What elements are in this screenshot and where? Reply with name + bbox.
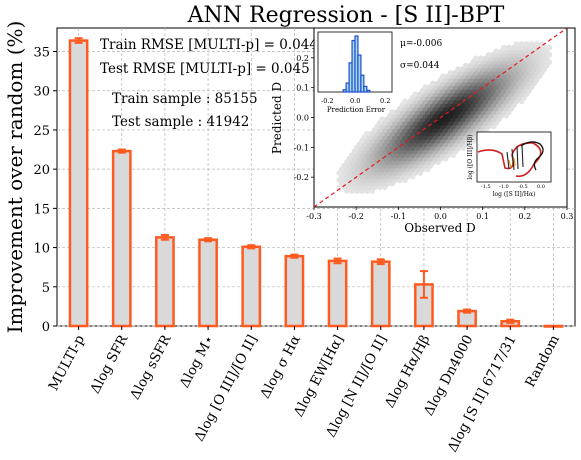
inset-scatter-plot: -0.3 -0.2 -0.1 0.0 0.1 0.2 0.3 -0.2 -0.1 0.0 0.1 0… (270, 27, 573, 235)
train-sample-annotation: Train sample : 85155 (112, 91, 258, 107)
inset-x-tick-label: 0.3 (561, 212, 574, 221)
density-hexbin (478, 55, 484, 62)
histogram-bar (357, 54, 362, 93)
y-tick-label: 5 (42, 281, 50, 296)
inset-x-tick-label: 0.2 (518, 212, 531, 221)
density-hexbin (523, 41, 530, 48)
density-hexbin (402, 98, 408, 105)
bar (68, 39, 89, 328)
bpt-model-loop (520, 141, 544, 171)
y-axis-label: Improvement over random (%) (3, 21, 27, 334)
density-hexbin (379, 116, 386, 123)
bpt-demarcation-curve (477, 142, 542, 178)
inset-x-ticks: -0.3 -0.2 -0.1 0.0 0.1 0.2 0.3 (306, 207, 573, 221)
density-hexbin (493, 48, 500, 55)
density-hexbin (533, 41, 540, 48)
x-tick-label: Random (522, 332, 563, 390)
density-hexbin (412, 91, 419, 98)
density-hexbin (430, 80, 436, 87)
y-axis-ticks: 0 5 10 15 20 25 30 35 (33, 46, 57, 335)
test-rmse-annotation: Test RMSE [MULTI-p] = 0.045 (100, 61, 310, 77)
bar (241, 245, 262, 328)
density-hexbin (528, 41, 535, 48)
chart-title: ANN Regression - [S II]-BPT (187, 3, 505, 28)
y-tick-label: 30 (33, 85, 50, 100)
bpt-tick-d: 0.0 (537, 184, 545, 190)
density-hexbin (473, 55, 479, 62)
hist-tick-neg: -0.2 (321, 97, 334, 105)
density-hexbin (422, 84, 429, 90)
bpt-y-label: log ([O III]/Hβ) (467, 134, 474, 179)
y-tick-label: 25 (33, 124, 50, 139)
density-hexbin (485, 51, 492, 58)
density-hexbin (364, 130, 371, 137)
x-tick-label: Δlog M⋆ (177, 332, 218, 390)
density-hexbin (389, 109, 396, 116)
bpt-tick-b: -1.0 (499, 184, 509, 190)
one-to-one-line (314, 28, 567, 207)
density-hexbin (455, 66, 462, 73)
inset-y-tick-label: 0.1 (296, 84, 309, 93)
histogram-bar (360, 74, 365, 93)
x-tick-label: Δlog Hα/Hβ (382, 332, 434, 410)
inset-y-ticks: -0.2 -0.1 0.0 0.1 0.2 (294, 54, 314, 182)
sigma-label: σ=0.044 (400, 61, 440, 71)
bar (198, 238, 218, 328)
inset-x-tick-label: -0.1 (391, 212, 406, 221)
mu-label: μ=-0.006 (400, 39, 442, 49)
hist-tick-pos: 0.2 (380, 97, 390, 105)
inset-y-tick-label: 0.0 (296, 114, 309, 123)
inset-x-tick-label: 0.1 (476, 212, 489, 221)
x-tick-label: Δlog σ Hα (257, 332, 304, 401)
y-tick-label: 20 (33, 163, 50, 178)
inset-x-tick-label: -0.2 (348, 212, 363, 221)
hist-tick-zero: 0.0 (350, 97, 360, 105)
bar (155, 236, 175, 328)
inset-y-tick-label: -0.1 (294, 143, 309, 152)
inset-histogram: -0.2 0.0 0.2 Prediction Error μ=-0.006 σ… (317, 31, 442, 114)
density-hexbins (336, 41, 553, 194)
inset-y-tick-label: 0.2 (296, 54, 309, 63)
x-tick-label: MULTI-p (46, 332, 89, 393)
bar (327, 259, 348, 328)
bpt-tick-c: -0.5 (518, 184, 528, 190)
inset-x-label: Observed D (404, 221, 476, 235)
x-tick-label: Δlog SFR (87, 332, 132, 397)
x-tick-label: Δlog sSFR (127, 332, 175, 403)
bpt-tick-a: -1.5 (481, 184, 491, 190)
density-hexbin (518, 41, 525, 48)
density-hexbin (447, 69, 454, 76)
bpt-model-grid-highlight (508, 157, 516, 169)
train-rmse-annotation: Train RMSE [MULTI-p] = 0.044 (100, 37, 318, 53)
bpt-x-label: log ([S II]/Hα) (493, 191, 536, 198)
histogram-bar (366, 89, 371, 93)
density-hexbin (462, 62, 469, 69)
density-hexbin (513, 41, 520, 48)
density-hexbin (440, 73, 446, 80)
y-tick-label: 0 (42, 320, 50, 335)
y-tick-label: 15 (33, 202, 50, 217)
density-hexbin (505, 44, 512, 51)
histogram-bar (363, 85, 368, 93)
y-tick-label: 35 (33, 46, 50, 61)
y-tick-label: 10 (33, 242, 50, 257)
histogram-bars (342, 35, 371, 93)
inset-x-tick-label: -0.3 (306, 212, 321, 221)
bar (370, 260, 391, 328)
inset-bpt-diagram: -1.5 -1.0 -0.5 0.0 log ([S II]/Hα) log (… (467, 131, 552, 198)
density-hexbin (500, 44, 507, 51)
bar (111, 149, 132, 328)
inset-y-label: Predicted D (270, 82, 284, 154)
test-sample-annotation: Test sample : 41942 (112, 114, 249, 130)
bar (284, 254, 305, 328)
inset-y-tick-label: -0.2 (294, 173, 309, 182)
bpt-model-grid (506, 144, 524, 171)
histogram-x-label: Prediction Error (327, 106, 386, 114)
density-hexbin (546, 44, 553, 51)
inset-x-tick-label: 0.0 (434, 212, 447, 221)
